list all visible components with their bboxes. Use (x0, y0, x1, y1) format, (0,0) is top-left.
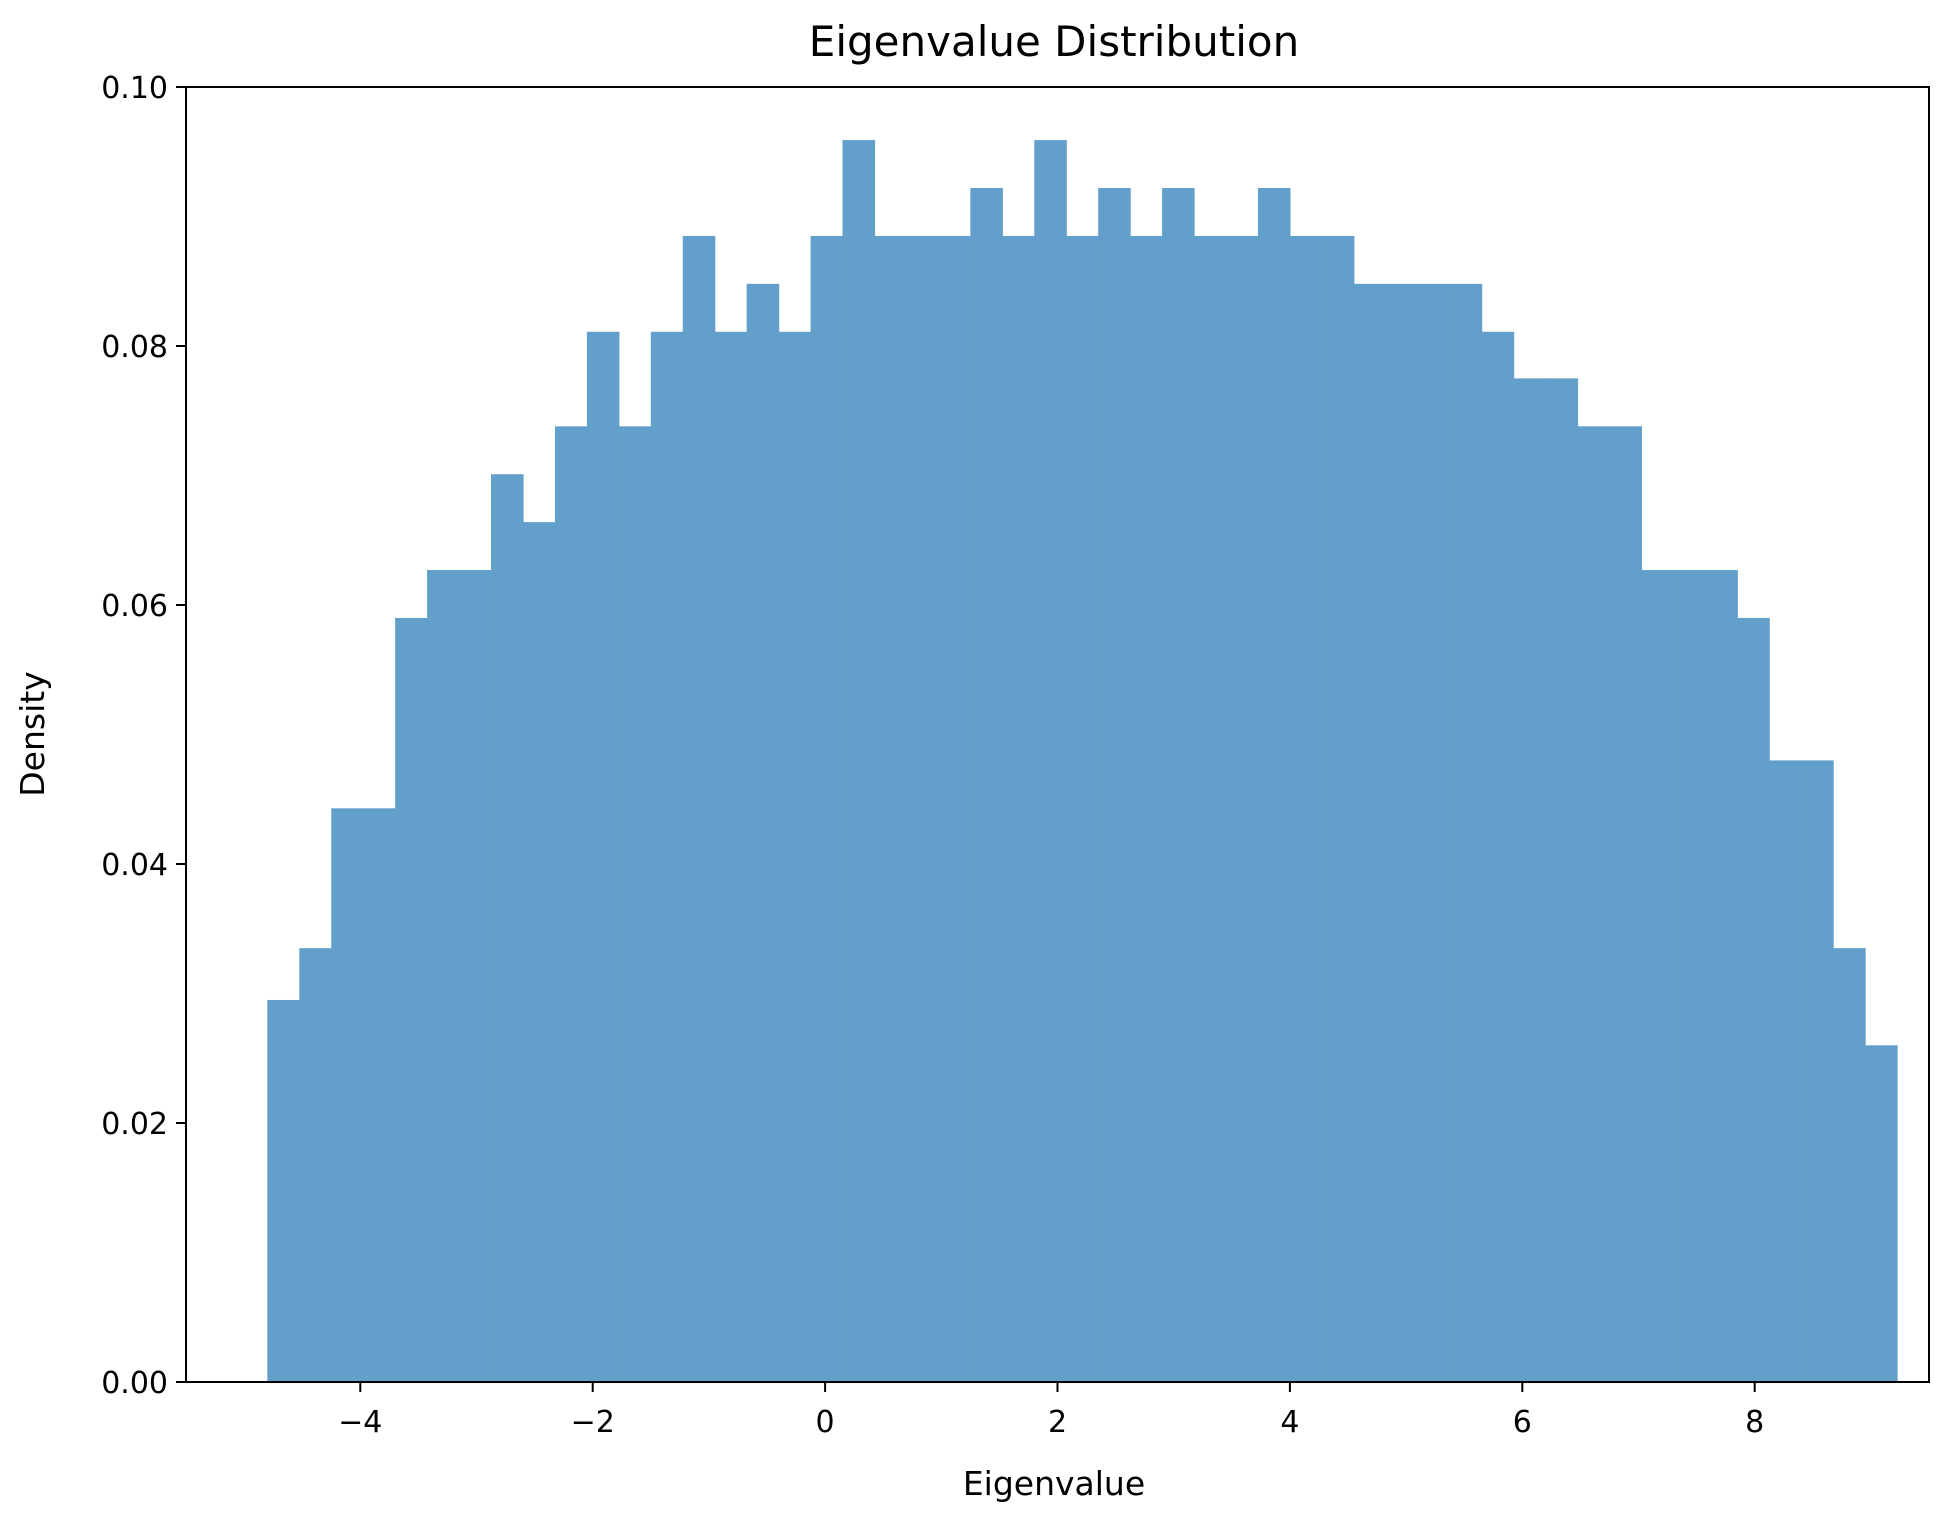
histogram-bar (1417, 283, 1451, 1383)
histogram-bar (1609, 426, 1643, 1382)
histogram-bar (1801, 760, 1834, 1382)
histogram-bar (1289, 235, 1323, 1383)
x-tick-label: −2 (571, 1405, 615, 1440)
histogram-bar (1225, 235, 1259, 1383)
histogram-bar (331, 808, 364, 1382)
histogram-bar (1385, 283, 1419, 1383)
x-tick-label: −4 (338, 1405, 382, 1440)
histogram-bar (1481, 331, 1515, 1382)
y-tick-label: 0.00 (101, 1366, 168, 1401)
histogram-bar (618, 426, 652, 1382)
histogram-bar (778, 331, 812, 1382)
histogram-bar (1513, 378, 1547, 1382)
histogram-bar (1705, 570, 1738, 1382)
histogram-bar (682, 235, 716, 1383)
histogram-bars (267, 140, 1898, 1383)
histogram-bar (842, 140, 876, 1383)
y-tick-label: 0.08 (101, 330, 168, 365)
x-tick-label: 4 (1280, 1405, 1299, 1440)
histogram-bar (746, 283, 780, 1383)
histogram-bar (1673, 570, 1706, 1382)
histogram-bar (427, 570, 460, 1382)
x-axis-ticks: −4 −2 0 2 4 6 8 (338, 1382, 1764, 1440)
histogram-bar (970, 188, 1003, 1382)
histogram-bar (650, 331, 684, 1382)
histogram-bar (1257, 188, 1291, 1382)
histogram-bar (586, 331, 620, 1382)
histogram-bar (714, 331, 748, 1382)
histogram-bar (395, 617, 428, 1382)
histogram-bar (1130, 235, 1163, 1383)
histogram-bar (1865, 1045, 1898, 1382)
x-tick-label: 8 (1745, 1405, 1764, 1440)
histogram-bar (1641, 570, 1674, 1382)
histogram-bar (491, 474, 524, 1383)
histogram-bar (906, 235, 939, 1383)
histogram-bar (1769, 760, 1802, 1382)
y-axis-label: Density (13, 671, 52, 796)
y-tick-label: 0.06 (101, 589, 168, 624)
histogram-bar (874, 235, 908, 1383)
histogram-bar (1833, 948, 1866, 1382)
x-tick-label: 2 (1048, 1405, 1067, 1440)
histogram-bar (810, 235, 844, 1383)
y-tick-label: 0.10 (101, 71, 168, 106)
y-axis-ticks: 0.00 0.02 0.04 0.06 0.08 0.10 (101, 71, 186, 1401)
plot-frame (185, 86, 1930, 1383)
histogram-bar (267, 999, 300, 1382)
histogram-bar (363, 808, 396, 1382)
histogram-bar (459, 570, 492, 1382)
x-axis-label: Eigenvalue (963, 1464, 1145, 1503)
histogram-bar (1577, 426, 1611, 1382)
histogram-bar (554, 426, 588, 1382)
histogram-bar (1002, 235, 1035, 1383)
histogram-bar (1545, 378, 1579, 1382)
x-tick-label: 0 (816, 1405, 835, 1440)
histogram-bar (1353, 283, 1387, 1383)
histogram-bar (1098, 188, 1131, 1382)
histogram-bar (1194, 235, 1227, 1383)
x-tick-label: 6 (1513, 1405, 1532, 1440)
histogram-bar (299, 948, 332, 1382)
y-tick-label: 0.02 (101, 1107, 168, 1142)
histogram-bar (1066, 235, 1099, 1383)
chart-title: Eigenvalue Distribution (809, 17, 1299, 66)
histogram-bar (1737, 617, 1770, 1382)
histogram-bar (1162, 188, 1195, 1382)
histogram-bar (522, 522, 556, 1382)
y-tick-label: 0.04 (101, 848, 168, 883)
histogram-bar (1034, 140, 1067, 1383)
histogram-bar (938, 235, 971, 1383)
histogram-bar (1321, 235, 1355, 1383)
histogram-bar (1449, 283, 1483, 1383)
